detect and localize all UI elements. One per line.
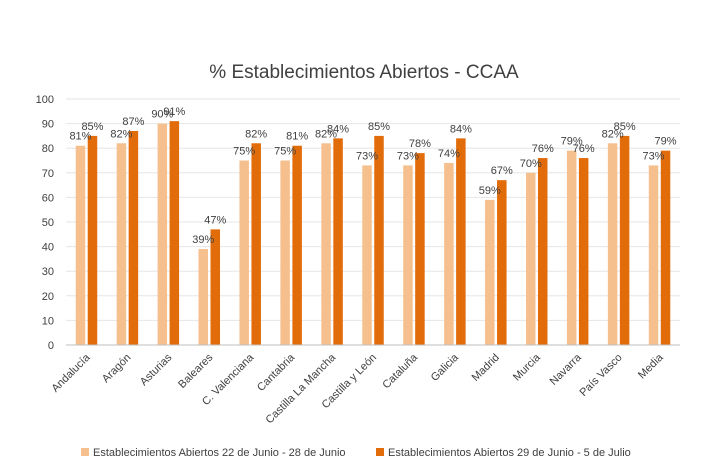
data-label-series-1: 70% [520, 158, 542, 170]
bar-series-1 [648, 165, 659, 345]
data-label-series-2: 85% [614, 121, 636, 133]
bars [75, 121, 671, 345]
x-category-label: Cantabria [255, 351, 298, 394]
y-tick-label: 80 [42, 143, 54, 155]
bar-series-1 [485, 199, 495, 345]
data-label-series-2: 79% [655, 136, 677, 148]
data-label-series-2: 85% [81, 121, 103, 133]
y-tick-label: 30 [42, 266, 54, 278]
bar-series-1 [607, 143, 618, 345]
legend: Establecimientos Abiertos 22 de Junio - … [81, 447, 631, 459]
bar-series-1 [239, 160, 249, 345]
bar-series-2 [497, 180, 507, 345]
bar-series-2 [333, 138, 343, 345]
x-category-label: Asturias [138, 351, 175, 388]
x-category-label: Cataluña [380, 351, 420, 391]
x-category-label: Baleares [176, 351, 216, 391]
bar-series-1 [444, 162, 454, 345]
bar-series-2 [456, 138, 466, 345]
y-tick-label: 0 [48, 340, 54, 352]
data-label-series-2: 84% [450, 123, 472, 135]
data-label-series-1: 82% [110, 128, 132, 140]
data-label-series-2: 87% [122, 116, 144, 128]
y-tick-label: 10 [42, 315, 54, 327]
data-label-series-2: 76% [573, 143, 595, 155]
bar-series-1 [525, 172, 536, 345]
data-label-series-2: 81% [286, 131, 308, 143]
x-category-label: Andalucía [49, 351, 93, 395]
bar-series-2 [87, 135, 98, 345]
y-tick-label: 40 [42, 242, 54, 254]
bar-series-2 [415, 153, 425, 345]
x-category-label: Media [636, 351, 666, 381]
bar-series-1 [321, 143, 331, 345]
bar-series-1 [198, 249, 209, 345]
data-label-series-1: 73% [356, 150, 378, 162]
bar-series-1 [280, 160, 290, 345]
bar-series-2 [251, 143, 261, 345]
data-label-series-1: 79% [561, 136, 583, 148]
data-label-series-2: 67% [491, 165, 513, 177]
x-category-label: Galicia [429, 351, 462, 384]
legend-label-series-2: Establecimientos Abiertos 29 de Junio - … [388, 447, 631, 459]
bar-series-1 [566, 150, 577, 345]
data-label-series-1: 73% [397, 150, 419, 162]
bar-series-2 [292, 145, 302, 345]
data-labels: 81%85%82%87%90%91%39%47%75%82%75%81% 82%8… [69, 106, 676, 246]
bar-series-1 [116, 143, 127, 345]
data-label-series-2: 85% [368, 121, 390, 133]
x-category-label: Madrid [470, 352, 502, 384]
bar-series-2 [210, 229, 221, 345]
x-category-label: País Vasco [577, 352, 624, 399]
legend-swatch-series-2 [376, 448, 384, 456]
bar-series-2 [537, 158, 548, 345]
bar-series-2 [128, 130, 139, 345]
x-category-label: Navarra [548, 351, 585, 388]
x-category-label: Castilla La Mancha [264, 351, 339, 426]
data-label-series-2: 82% [245, 128, 267, 140]
data-label-series-2: 47% [204, 214, 226, 226]
data-label-series-1: 59% [479, 185, 501, 197]
bar-series-1 [157, 123, 168, 345]
y-tick-label: 100 [36, 94, 54, 106]
data-label-series-2: 78% [409, 138, 431, 150]
data-label-series-1: 90% [151, 109, 173, 121]
bar-series-1 [403, 165, 413, 345]
bar-series-2 [578, 158, 589, 345]
bar-series-1 [75, 145, 86, 345]
legend-swatch-series-1 [81, 448, 89, 456]
data-label-series-1: 82% [602, 128, 624, 140]
data-label-series-2: 91% [163, 106, 185, 118]
data-label-series-2: 76% [532, 143, 554, 155]
y-tick-label: 60 [42, 192, 54, 204]
bar-series-2 [660, 150, 671, 345]
y-tick-label: 90 [42, 119, 54, 131]
bar-series-2 [619, 135, 630, 345]
data-label-series-1: 81% [69, 131, 91, 143]
data-label-series-1: 39% [192, 234, 214, 246]
data-label-series-1: 75% [274, 146, 296, 158]
y-tick-label: 50 [42, 217, 54, 229]
data-label-series-1: 75% [233, 146, 255, 158]
x-category-label: Murcia [511, 351, 543, 383]
y-tick-label: 70 [42, 168, 54, 180]
y-tick-label: 20 [42, 291, 54, 303]
bar-series-1 [362, 165, 372, 345]
chart-title: % Establecimientos Abiertos - CCAA [209, 62, 519, 83]
bar-series-2 [374, 135, 384, 345]
x-category-label: Aragón [100, 352, 134, 386]
legend-label-series-1: Establecimientos Abiertos 22 de Junio - … [93, 447, 346, 459]
data-label-series-1: 74% [438, 148, 460, 160]
y-axis-ticks: 0 10 20 30 40 50 60 70 80 90 100 [36, 94, 54, 352]
data-label-series-1: 73% [643, 150, 665, 162]
data-label-series-2: 84% [327, 123, 349, 135]
gridlines [66, 98, 680, 321]
bar-series-2 [169, 121, 180, 345]
data-label-series-1: 82% [315, 128, 337, 140]
